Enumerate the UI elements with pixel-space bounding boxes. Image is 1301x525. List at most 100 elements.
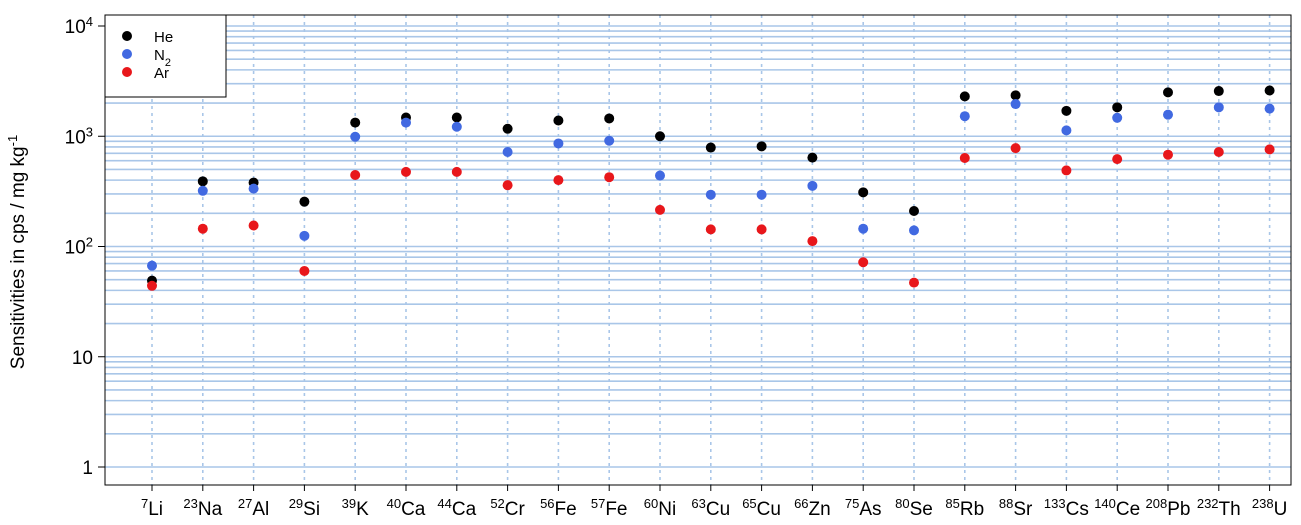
data-point-ar: [451, 166, 462, 177]
data-point-he: [502, 123, 513, 134]
x-category-label: 27Al: [238, 496, 269, 521]
data-point-ar: [350, 170, 361, 181]
data-point-he: [451, 112, 462, 123]
data-point-ar: [909, 277, 919, 288]
data-point-he: [1112, 102, 1123, 113]
y-tick-label: 10: [72, 348, 93, 369]
x-category-label: 80Se: [895, 496, 933, 521]
data-point-he: [705, 142, 716, 153]
x-category-label: 140Ce: [1094, 496, 1140, 521]
legend-marker: [122, 67, 132, 77]
data-point-he: [604, 113, 615, 124]
data-point-he: [1061, 105, 1072, 116]
y-tick-label: 103: [65, 124, 93, 149]
data-point-n: [1061, 125, 1072, 136]
data-point-n: [909, 225, 919, 236]
data-point-ar: [248, 220, 259, 231]
data-point-he: [350, 117, 361, 128]
x-category-label: 56Fe: [540, 496, 577, 521]
y-axis-title: Sensitivities in cps / mg kg-1: [5, 135, 30, 369]
x-category-label: 238U: [1252, 496, 1287, 521]
data-point-ar: [807, 236, 818, 247]
data-point-n: [807, 180, 818, 191]
x-category-label: 88Sr: [999, 496, 1033, 521]
legend-label: He: [154, 29, 173, 46]
data-point-n: [604, 135, 615, 146]
data-point-he: [756, 141, 767, 152]
data-point-ar: [197, 223, 208, 234]
data-point-ar: [604, 172, 615, 183]
data-point-he: [1213, 86, 1224, 97]
data-point-n: [959, 111, 970, 122]
y-tick-label: 104: [65, 14, 93, 39]
data-point-n: [1010, 99, 1021, 110]
data-point-he: [1010, 90, 1021, 101]
data-point-n: [401, 117, 411, 128]
data-point-n: [1213, 102, 1224, 113]
data-point-ar: [959, 152, 970, 163]
data-point-he: [909, 205, 919, 216]
data-point-ar: [1264, 144, 1275, 155]
data-point-ar: [1213, 146, 1224, 157]
x-category-label: 133Cs: [1044, 496, 1089, 521]
x-category-label: 232Th: [1197, 496, 1241, 521]
data-point-ar: [147, 280, 157, 291]
legend-label: Ar: [154, 65, 169, 82]
data-point-he: [655, 131, 665, 142]
data-point-he: [197, 176, 208, 187]
data-point-he: [858, 187, 869, 198]
x-category-label: 65Cu: [742, 496, 781, 521]
plot-frame: [104, 14, 1292, 486]
data-point-ar: [401, 166, 411, 177]
legend-marker: [122, 31, 132, 41]
data-point-ar: [502, 180, 513, 191]
data-point-ar: [299, 265, 310, 276]
x-category-label: 60Ni: [644, 496, 676, 521]
data-point-he: [553, 115, 564, 126]
data-point-n: [248, 183, 259, 194]
x-category-label: 57Fe: [591, 496, 628, 521]
x-category-label: 52Cr: [490, 496, 525, 521]
data-point-ar: [553, 175, 564, 186]
data-points: [147, 85, 1275, 291]
data-point-ar: [1112, 154, 1123, 165]
y-axis: 1 10 102 103 104: [65, 14, 105, 479]
x-category-label: 63Cu: [691, 496, 730, 521]
x-category-label: 7Li: [141, 496, 163, 521]
data-point-n: [756, 189, 767, 200]
data-point-n: [197, 185, 208, 196]
x-category-label: 66Zn: [794, 496, 831, 521]
data-point-he: [299, 196, 310, 207]
data-point-n: [1112, 112, 1123, 123]
data-point-n: [655, 170, 665, 181]
data-point-n: [1264, 103, 1275, 114]
data-point-he: [1264, 85, 1275, 96]
data-point-ar: [1061, 165, 1072, 176]
data-point-ar: [756, 224, 767, 235]
data-point-n: [350, 131, 361, 142]
data-point-he: [1163, 87, 1173, 98]
x-axis-labels: 7Li 23Na 27Al 29Si 39K 40Ca 44Ca 52Cr 56Fe 57Fe 60…: [141, 485, 1287, 520]
grid: [105, 15, 1291, 485]
x-category-label: 23Na: [183, 496, 222, 521]
data-point-n: [705, 189, 716, 200]
data-point-ar: [655, 204, 665, 215]
x-category-label: 40Ca: [387, 496, 426, 521]
x-category-label: 44Ca: [437, 496, 476, 521]
data-point-n: [1163, 109, 1173, 120]
y-tick-label: 102: [65, 234, 93, 259]
data-point-ar: [705, 224, 716, 235]
x-category-label: 75As: [845, 496, 882, 521]
data-point-he: [959, 91, 970, 102]
x-category-label: 39K: [342, 496, 369, 521]
data-point-ar: [1010, 143, 1021, 154]
data-point-n: [451, 121, 462, 132]
legend-marker: [122, 49, 132, 59]
data-point-n: [502, 146, 513, 157]
data-point-n: [858, 223, 869, 234]
x-category-label: 85Rb: [945, 496, 984, 521]
x-category-label: 29Si: [289, 496, 320, 521]
data-point-ar: [1163, 149, 1173, 160]
